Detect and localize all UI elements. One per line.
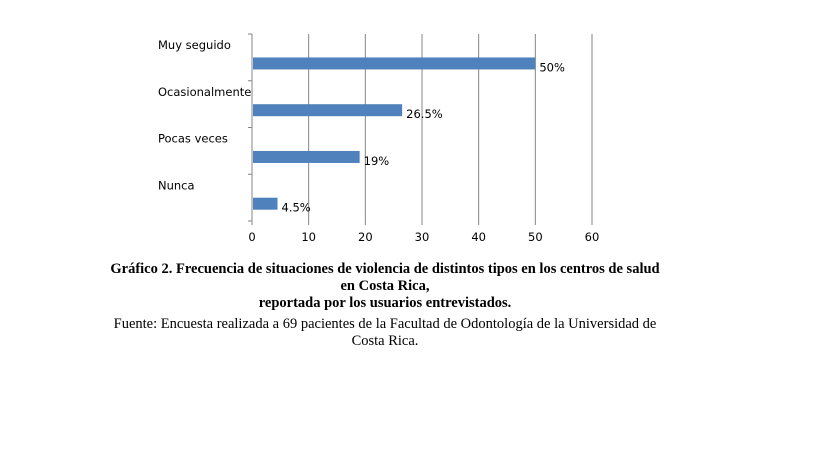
caption-title-line-2: en Costa Rica, <box>340 278 430 294</box>
bar <box>253 197 278 210</box>
bar-chart: Muy seguido Ocasionalmente Pocas veces Nunc… <box>158 33 599 244</box>
chart-bars <box>253 57 536 210</box>
category-label: Muy seguido <box>158 38 231 52</box>
x-tick-label: 40 <box>471 230 486 244</box>
bar <box>253 104 403 117</box>
bar <box>253 150 360 163</box>
value-label: 4.5% <box>282 201 311 215</box>
chart-category-labels: Muy seguido Ocasionalmente Pocas veces Nunc… <box>158 38 251 192</box>
category-label: Pocas veces <box>158 132 228 146</box>
bar <box>253 57 536 70</box>
category-label: Nunca <box>158 178 195 192</box>
caption-source-line-1: Fuente: Encuesta realizada a 69 paciente… <box>113 316 657 332</box>
caption-source-line-2: Costa Rica. <box>351 333 419 349</box>
value-label: 19% <box>364 154 390 168</box>
figure-caption-title: Gráfico 2. Frecuencia de situaciones de … <box>60 261 710 312</box>
value-label: 26.5% <box>406 107 443 121</box>
caption-title-line-3: reportada por los usuarios entrevistados… <box>258 295 512 311</box>
x-tick-label: 0 <box>248 230 255 244</box>
x-tick-label: 30 <box>415 230 430 244</box>
x-tick-label: 10 <box>301 230 316 244</box>
chart-tick-labels: 0 10 20 30 40 50 60 <box>248 230 599 244</box>
caption-title-line-1: Gráfico 2. Frecuencia de situaciones de … <box>110 261 660 277</box>
chart-value-labels: 50% 26.5% 19% 4.5% <box>282 60 565 214</box>
chart-axis <box>248 33 593 225</box>
x-tick-label: 60 <box>585 230 600 244</box>
x-tick-label: 20 <box>358 230 373 244</box>
x-tick-label: 50 <box>528 230 543 244</box>
figure-caption-source: Fuente: Encuesta realizada a 69 paciente… <box>60 316 710 350</box>
value-label: 50% <box>539 60 565 74</box>
category-label: Ocasionalmente <box>158 85 251 99</box>
